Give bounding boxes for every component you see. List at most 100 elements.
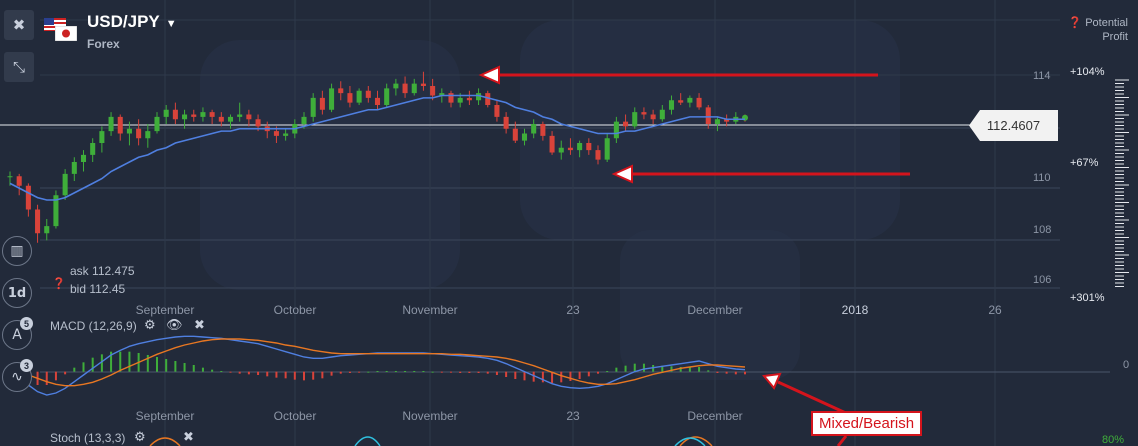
- macd-histogram-bar: [358, 371, 361, 373]
- indicators-badge: 3: [20, 359, 33, 372]
- collapse-button[interactable]: ⤡: [4, 52, 34, 82]
- potential-profit: ❓ Potential Profit: [1068, 16, 1128, 44]
- macd-histogram-bar: [688, 367, 691, 372]
- stoch-level-label: 80%: [1102, 434, 1125, 446]
- macd-histogram-bar: [514, 371, 517, 379]
- macd-histogram-bar: [91, 357, 94, 372]
- drawing-tools-badge: 5: [20, 317, 33, 330]
- macd-histogram-bar: [73, 367, 76, 372]
- candle-body: [310, 97, 316, 117]
- candle-body: [724, 119, 730, 122]
- macd-histogram-bar: [734, 371, 737, 375]
- macd-histogram-bar: [82, 362, 85, 372]
- timeframe-label: 1d: [7, 285, 27, 301]
- macd-settings-icon[interactable]: ⚙: [144, 318, 156, 333]
- macd-histogram-bar: [560, 371, 563, 383]
- macd-histogram-bar: [257, 371, 260, 375]
- macd-histogram-bar: [156, 357, 158, 372]
- candle-body: [485, 93, 491, 105]
- candle-body: [7, 176, 13, 178]
- candle-body: [586, 143, 592, 151]
- potential-profit-line2: Profit: [1102, 31, 1128, 43]
- candle-body: [430, 86, 436, 96]
- ask-label: ask: [70, 264, 89, 278]
- map-region-eurasia: [520, 20, 900, 240]
- candle-body: [16, 176, 22, 186]
- stoch-settings-icon[interactable]: ⚙: [134, 430, 146, 445]
- candle-body: [439, 93, 445, 96]
- macd-histogram-bar: [394, 371, 397, 372]
- candle-body: [393, 83, 399, 89]
- macd-histogram-bar: [587, 371, 590, 377]
- ask-value: 112.475: [92, 264, 135, 278]
- candle-body: [191, 114, 197, 117]
- macd-histogram-bar: [229, 371, 232, 373]
- stoch-line-3: [679, 436, 713, 446]
- potential-profit-line1: Potential: [1085, 17, 1128, 29]
- candle-body: [117, 116, 123, 134]
- macd-histogram-bar: [431, 371, 434, 373]
- macd-visibility-icon[interactable]: 👁: [166, 318, 183, 333]
- candle-body: [182, 114, 188, 120]
- macd-histogram-bar: [266, 371, 269, 377]
- macd-histogram-bar: [725, 371, 728, 374]
- macd-histogram-bar: [220, 371, 223, 372]
- candle-body: [659, 109, 665, 120]
- drawing-tools-button[interactable]: A: [2, 320, 32, 350]
- candle-body: [687, 97, 693, 103]
- macd-histogram-bar: [110, 351, 113, 372]
- macd-histogram-bar: [744, 371, 746, 375]
- macd-histogram-bar: [707, 370, 710, 372]
- candle-body: [668, 100, 675, 110]
- timeframe-button[interactable]: 1d: [2, 278, 32, 308]
- collapse-icon: ⤡: [12, 58, 25, 76]
- candle-body: [641, 112, 647, 115]
- macd-histogram-bar: [642, 363, 645, 372]
- candle-body: [567, 147, 573, 151]
- macd-histogram-bar: [45, 371, 48, 385]
- candle-body: [62, 173, 68, 196]
- macd-histogram-bar: [551, 371, 554, 383]
- candle-body: [154, 116, 160, 132]
- candle-body: [494, 105, 500, 117]
- profit-level-label: +301%: [1070, 292, 1105, 304]
- candle-body: [200, 112, 206, 117]
- macd-histogram-bar: [183, 363, 186, 372]
- macd-histogram-bar: [201, 367, 204, 372]
- close-button[interactable]: ✖: [4, 10, 34, 40]
- candle-body: [145, 131, 151, 139]
- drawing-tools-icon: A: [12, 327, 22, 343]
- candle-body: [126, 128, 132, 134]
- candle-body: [650, 114, 656, 120]
- candle-body: [283, 133, 289, 136]
- candle-body: [365, 90, 371, 98]
- candle-body: [420, 83, 426, 86]
- macd-histogram-bar: [385, 371, 388, 372]
- macd-histogram-bar: [54, 371, 57, 381]
- macd-histogram-bar: [422, 371, 425, 372]
- instrument-selector[interactable]: USD/JPY ▼: [87, 12, 177, 32]
- time-axis-label: October: [274, 303, 317, 317]
- candle-body: [301, 116, 307, 124]
- indicators-icon: ∿: [11, 369, 23, 385]
- candle-body: [319, 97, 325, 110]
- candle-body: [172, 109, 178, 120]
- candle-body: [714, 119, 720, 124]
- time-axis-label-lower: December: [687, 409, 742, 423]
- bid-quote: bid 112.45: [70, 282, 125, 296]
- macd-histogram-bar: [321, 371, 324, 379]
- macd-remove-icon[interactable]: ✖: [194, 318, 205, 333]
- candle-body: [347, 93, 353, 103]
- macd-histogram-bar: [247, 371, 250, 375]
- chart-type-button[interactable]: ▥: [2, 236, 32, 266]
- stoch-remove-icon[interactable]: ✖: [183, 430, 194, 445]
- candle-body: [218, 116, 224, 122]
- candle-body: [503, 116, 509, 129]
- macd-histogram-bar: [578, 371, 581, 379]
- profit-level-label: +67%: [1070, 157, 1099, 169]
- candle-body: [338, 88, 344, 94]
- macd-histogram-bar: [312, 371, 315, 380]
- map-region-americas: [200, 40, 460, 290]
- info-icon[interactable]: ❓: [52, 278, 66, 290]
